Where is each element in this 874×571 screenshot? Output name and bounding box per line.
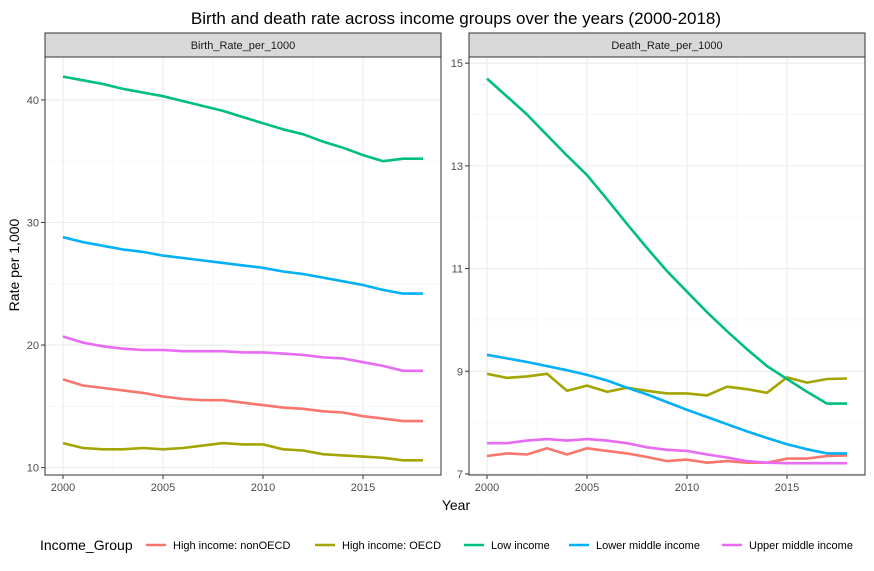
series-line: [62, 235, 423, 295]
y-tick-label: 11: [452, 264, 463, 276]
series-line: [487, 437, 847, 465]
x-tick-label: 2015: [775, 482, 799, 494]
legend-label: Low income: [491, 540, 550, 552]
panel-border: [44, 56, 442, 476]
series-line: [486, 446, 848, 465]
legend-label: Upper middle income: [749, 540, 853, 552]
facet-panels: Birth_Rate_per_1000 2000 2005 2010 2015 10 20 3…: [27, 32, 866, 494]
series-line: [486, 353, 847, 455]
series-line: [62, 335, 423, 373]
facet-strip: [468, 32, 866, 58]
y-tick-label: 15: [451, 58, 463, 70]
facet-panel: Death_Rate_per_1000 2000 2005 2010 2015 7 9 11 1…: [451, 32, 866, 494]
panel-border: [468, 56, 866, 476]
series-line: [486, 372, 848, 397]
y-tick-label: 7: [457, 469, 463, 481]
x-tick-label: 2015: [351, 482, 375, 494]
series-line: [62, 75, 423, 163]
x-axis-title: Year: [442, 497, 471, 513]
x-tick-label: 2000: [51, 482, 75, 494]
x-tick-label: 2005: [575, 482, 599, 494]
x-tick-label: 2010: [675, 482, 699, 494]
x-tick-label: 2010: [251, 482, 275, 494]
legend: Income_Group High income: nonOECD High in…: [40, 537, 853, 553]
legend-label: Lower middle income: [596, 540, 700, 552]
y-tick-label: 30: [27, 217, 39, 229]
y-tick-label: 20: [27, 340, 39, 352]
y-tick-label: 9: [457, 366, 463, 378]
legend-label: High income: nonOECD: [173, 540, 290, 552]
x-tick-label: 2005: [151, 482, 175, 494]
facet-strip-label: Birth_Rate_per_1000: [191, 40, 296, 52]
facet-strip-label: Death_Rate_per_1000: [611, 40, 722, 52]
legend-label: High income: OECD: [342, 540, 441, 552]
x-tick-label: 2000: [475, 482, 499, 494]
facet-panel: Birth_Rate_per_1000 2000 2005 2010 2015 10 20 3…: [27, 32, 442, 494]
y-tick-label: 40: [27, 95, 39, 107]
legend-title: Income_Group: [40, 537, 133, 553]
series-line: [62, 378, 423, 423]
series-line: [62, 441, 423, 462]
y-axis-title: Rate per 1,000: [6, 218, 22, 311]
series-line: [486, 77, 847, 405]
chart-title: Birth and death rate across income group…: [191, 9, 721, 28]
y-tick-label: 13: [451, 161, 463, 173]
facet-strip: [44, 32, 442, 58]
y-tick-label: 10: [27, 463, 39, 475]
